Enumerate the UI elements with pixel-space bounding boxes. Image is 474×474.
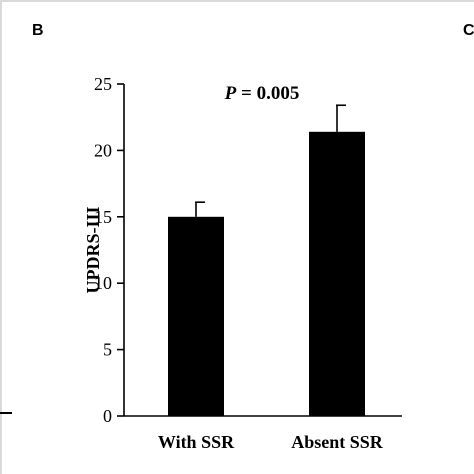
- x-axis: With SSR Absent SSR: [124, 415, 402, 452]
- labels: P = 0.005: [224, 83, 300, 104]
- bar: [168, 216, 224, 416]
- y-axis-title: UPDRS-III: [83, 206, 103, 293]
- bars: [168, 104, 365, 417]
- x-category-label: With SSR: [158, 432, 235, 452]
- y-tick-label: 15: [94, 207, 112, 227]
- x-category-label: Absent SSR: [291, 432, 384, 452]
- y-tick-label: 0: [103, 406, 112, 426]
- panel-divider: [0, 0, 2, 474]
- y-tick-label: 5: [103, 340, 112, 360]
- y-axis: 0 5 10 15 20 25 UPDRS-III: [83, 74, 125, 426]
- panel-letter-c: C: [463, 22, 474, 39]
- p-value-annotation: P = 0.005: [224, 83, 300, 104]
- y-tick-label: 10: [94, 273, 112, 293]
- left-panel-axis-stub: [0, 412, 12, 414]
- y-tick-label: 20: [94, 140, 112, 160]
- panel-border-top: [0, 0, 474, 2]
- y-tick-label: 25: [94, 74, 112, 94]
- bar: [309, 131, 365, 417]
- panel-letter-b: B: [32, 22, 44, 39]
